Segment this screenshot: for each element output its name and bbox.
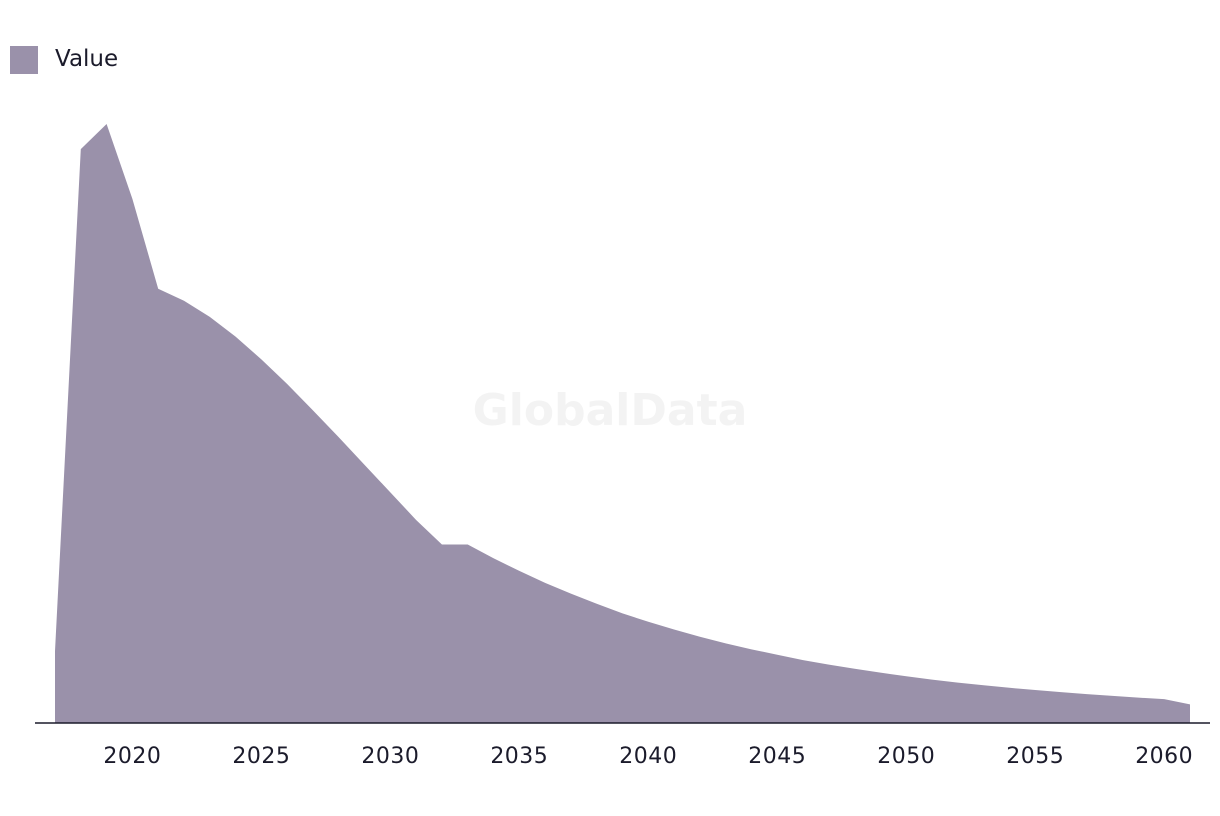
area-series-value: [55, 124, 1190, 723]
x-tick-label-2035: 2035: [490, 744, 548, 769]
legend: Value: [10, 46, 118, 74]
legend-swatch: [10, 46, 38, 74]
x-tick-label-2025: 2025: [232, 744, 290, 769]
x-tick-label-2040: 2040: [619, 744, 677, 769]
x-tick-label-2060: 2060: [1135, 744, 1193, 769]
watermark-text: GlobalData: [473, 385, 748, 436]
legend-label-value: Value: [55, 46, 118, 72]
x-tick-label-2050: 2050: [877, 744, 935, 769]
x-tick-label-2030: 2030: [361, 744, 419, 769]
x-axis-ticks: 2020 2025 2030 2035 2040 2045 2050 2055 2060: [103, 744, 1193, 769]
x-tick-label-2020: 2020: [103, 744, 161, 769]
x-tick-label-2045: 2045: [748, 744, 806, 769]
x-tick-label-2055: 2055: [1006, 744, 1064, 769]
